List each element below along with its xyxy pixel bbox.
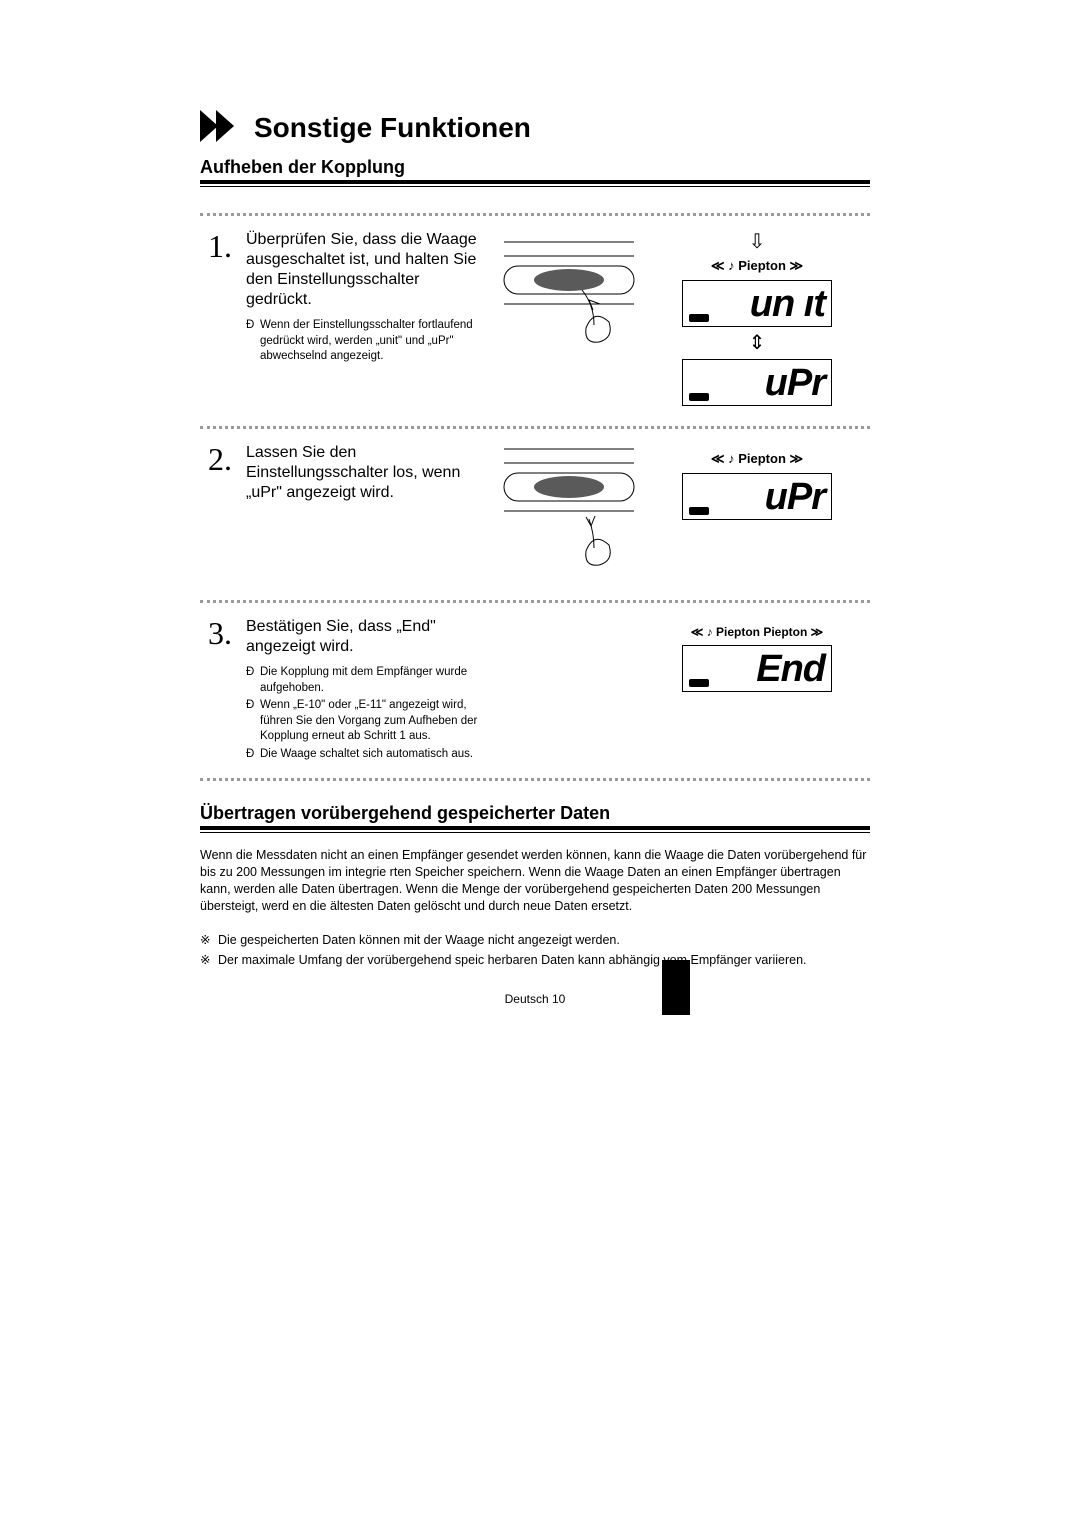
beep-label: ≪ ♪ Piepton ≫	[644, 258, 870, 274]
divider-thin	[200, 186, 870, 187]
note-symbol: ※	[200, 931, 218, 950]
lcd-indicator	[689, 679, 709, 687]
lcd-text: uPr	[765, 478, 825, 516]
page-footer: Deutsch 10	[200, 992, 870, 1006]
steps-list: 1. Überprüfen Sie, dass die Waage ausges…	[200, 213, 870, 781]
divider-thin	[200, 832, 870, 833]
step-3: 3. Bestätigen Sie, dass „End" angezeigt …	[200, 600, 870, 781]
step-1: 1. Überprüfen Sie, dass die Waage ausges…	[200, 213, 870, 426]
bullet: Ð	[246, 747, 260, 763]
divider-thick	[200, 180, 870, 184]
step-main-text: Bestätigen Sie, dass „End" angezeigt wir…	[246, 617, 484, 657]
bullet: Ð	[246, 665, 260, 696]
step-right: ≪ ♪ Piepton ≫ uPr	[494, 443, 870, 586]
page-tab	[662, 960, 690, 1015]
note-line: ※ Die gespeicherten Daten können mit der…	[200, 931, 870, 950]
bullet: Ð	[246, 698, 260, 745]
step-right: ⇩ ≪ ♪ Piepton ≫ un ıt ⇕ uPr	[494, 230, 870, 412]
lcd-indicator	[689, 393, 709, 401]
lcd-display: End	[682, 645, 832, 692]
step-sub-content: Die Waage schaltet sich automatisch aus.	[260, 747, 473, 763]
lcd-indicator	[689, 314, 709, 322]
scale-illustration	[494, 230, 644, 412]
section-subtitle-1: Aufheben der Kopplung	[200, 157, 870, 178]
note-symbol: ※	[200, 951, 218, 970]
step-body: Lassen Sie den Einstellungsschalter los,…	[246, 443, 494, 586]
fast-forward-icon	[200, 110, 240, 145]
step-sub-text: Ð Die Waage schaltet sich automatisch au…	[246, 747, 484, 763]
step-sub-content: Wenn der Einstellungsschalter fortlaufen…	[260, 318, 484, 365]
step-sub-text: Ð Wenn der Einstellungsschalter fortlauf…	[246, 318, 484, 365]
step-sub-text: Ð Wenn „E-10" oder „E-11" angezeigt wird…	[246, 698, 484, 745]
step-right: ≪ ♪ Piepton Piepton ≫ End	[494, 617, 870, 764]
lcd-display: uPr	[682, 359, 832, 406]
step-sub-content: Die Kopplung mit dem Empfänger wurde auf…	[260, 665, 484, 696]
spacer	[494, 617, 644, 764]
step-sub-text: Ð Die Kopplung mit dem Empfänger wurde a…	[246, 665, 484, 696]
title-row: Sonstige Funktionen	[200, 110, 870, 145]
step-number: 3.	[200, 617, 246, 764]
lcd-text: un ıt	[750, 285, 825, 323]
beep-label: ≪ ♪ Piepton ≫	[644, 451, 870, 467]
note-text: Die gespeicherten Daten können mit der W…	[218, 931, 620, 950]
scale-illustration	[494, 443, 644, 586]
beep-label: ≪ ♪ Piepton Piepton ≫	[644, 625, 870, 639]
lcd-text: End	[756, 650, 825, 688]
lcd-display: un ıt	[682, 280, 832, 327]
step-sub-content: Wenn „E-10" oder „E-11" angezeigt wird, …	[260, 698, 484, 745]
lcd-indicator	[689, 507, 709, 515]
display-column: ⇩ ≪ ♪ Piepton ≫ un ıt ⇕ uPr	[644, 230, 870, 412]
step-number: 2.	[200, 443, 246, 586]
display-column: ≪ ♪ Piepton Piepton ≫ End	[644, 617, 870, 764]
step-body: Überprüfen Sie, dass die Waage ausgescha…	[246, 230, 494, 412]
body-paragraph: Wenn die Messdaten nicht an einen Empfän…	[200, 847, 870, 915]
lcd-text: uPr	[765, 364, 825, 402]
note-line: ※ Der maximale Umfang der vorübergehend …	[200, 951, 870, 970]
step-body: Bestätigen Sie, dass „End" angezeigt wir…	[246, 617, 494, 764]
note-text: Der maximale Umfang der vorübergehend sp…	[218, 951, 807, 970]
step-number: 1.	[200, 230, 246, 412]
step-main-text: Überprüfen Sie, dass die Waage ausgescha…	[246, 230, 484, 310]
lcd-display: uPr	[682, 473, 832, 520]
updown-arrow-icon: ⇕	[644, 333, 870, 353]
step-main-text: Lassen Sie den Einstellungsschalter los,…	[246, 443, 484, 503]
page-title: Sonstige Funktionen	[254, 112, 531, 144]
display-column: ≪ ♪ Piepton ≫ uPr	[644, 443, 870, 586]
divider-thick	[200, 826, 870, 830]
bullet: Ð	[246, 318, 260, 365]
section-subtitle-2: Übertragen vorübergehend gespeicherter D…	[200, 803, 870, 824]
step-2: 2. Lassen Sie den Einstellungsschalter l…	[200, 426, 870, 600]
down-arrow-icon: ⇩	[644, 232, 870, 252]
